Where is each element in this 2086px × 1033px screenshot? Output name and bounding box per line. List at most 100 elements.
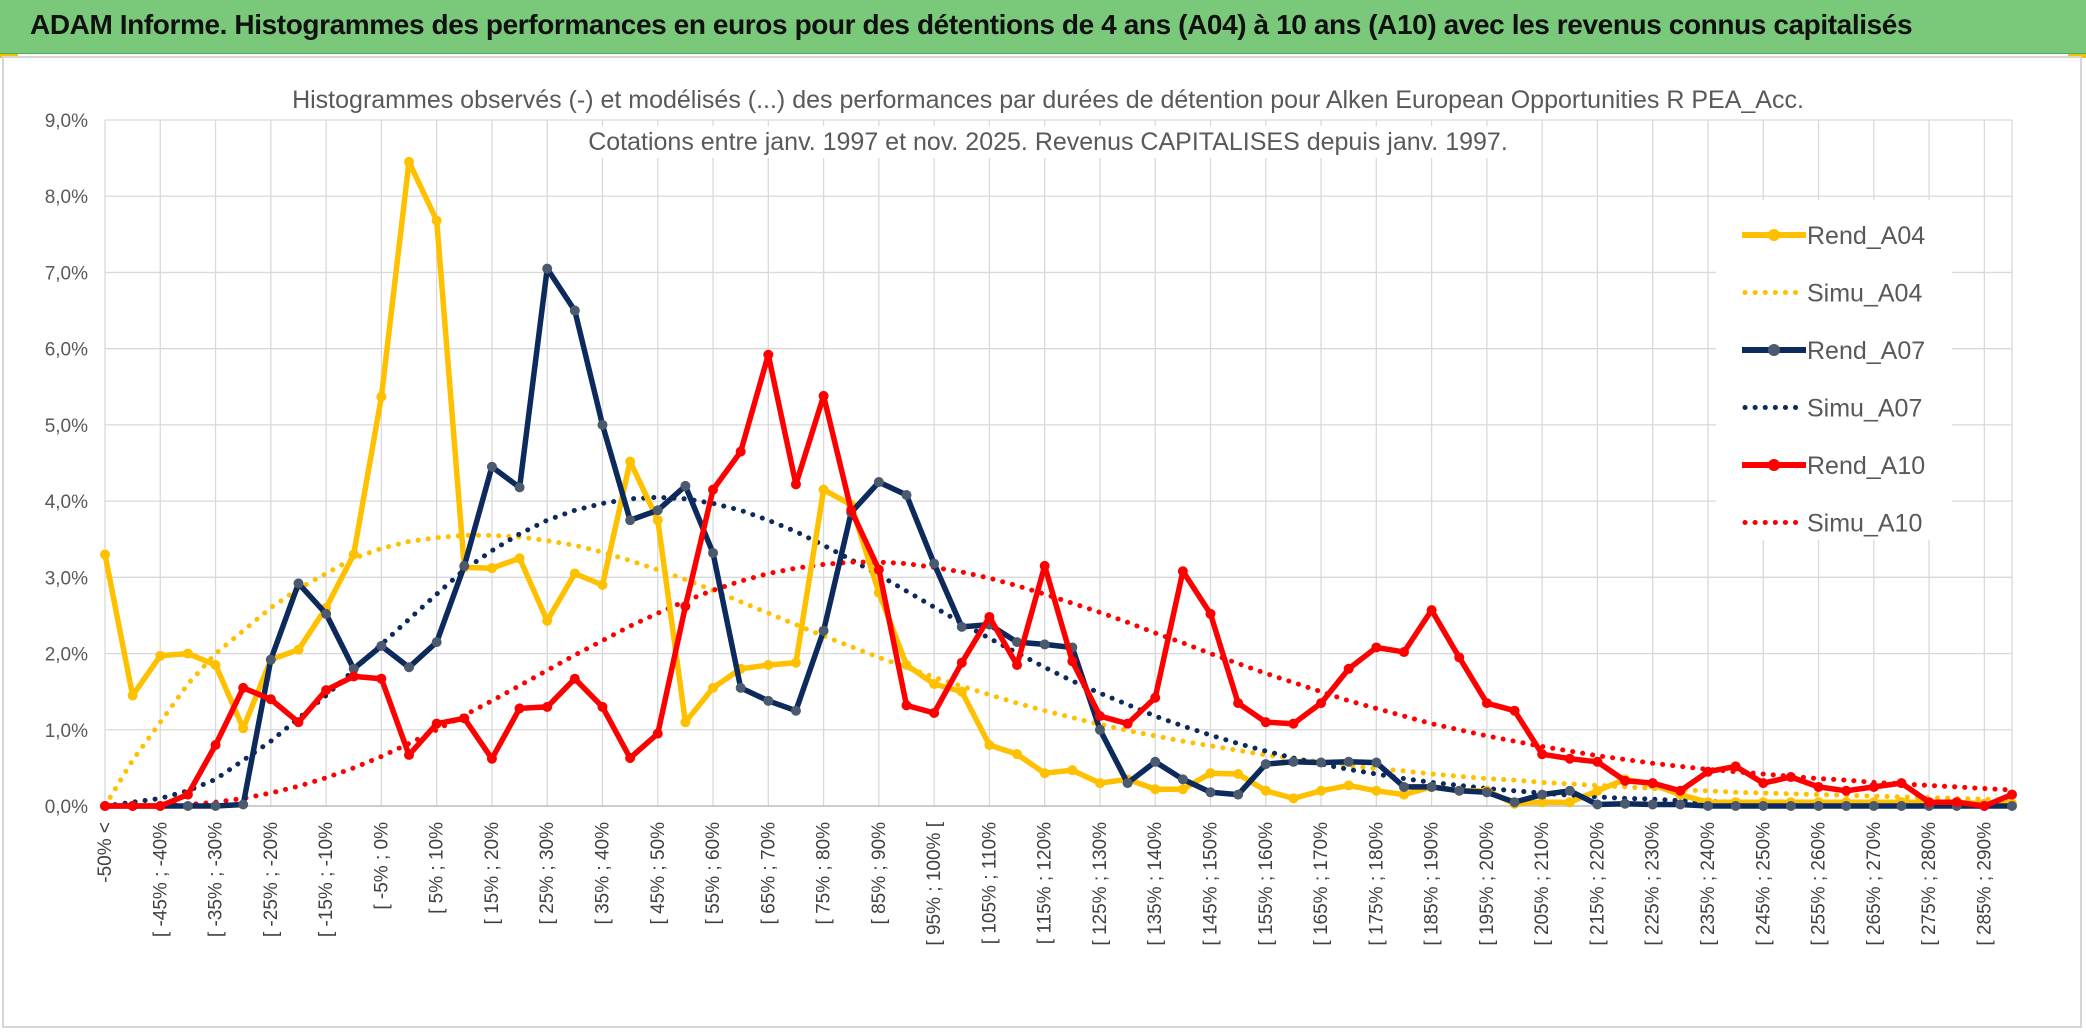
data-point (625, 515, 636, 526)
data-point (1620, 798, 1631, 809)
data-point (1260, 785, 1271, 796)
data-point (514, 482, 525, 493)
data-point (1177, 566, 1188, 577)
data-point (1398, 781, 1409, 792)
data-point (1094, 778, 1105, 789)
data-point (376, 673, 387, 684)
data-point (901, 490, 912, 501)
legend-item: Simu_A07 (1742, 395, 1922, 423)
data-point (1454, 785, 1465, 796)
legend-item: Simu_A04 (1742, 280, 1922, 308)
data-point (984, 740, 995, 751)
data-point (1426, 781, 1437, 792)
data-point (1647, 778, 1658, 789)
data-point (459, 560, 470, 571)
y-tick-label: 6,0% (45, 340, 88, 361)
data-point (1039, 560, 1050, 571)
data-point (818, 484, 829, 495)
data-point (1150, 756, 1161, 767)
data-point (790, 705, 801, 716)
legend-item: Rend_A04 (1742, 222, 1925, 250)
data-point (1675, 799, 1686, 810)
data-point (790, 479, 801, 490)
data-point (431, 718, 442, 729)
data-point (652, 505, 663, 516)
data-point (1537, 749, 1548, 760)
data-point (625, 456, 636, 467)
data-point (182, 801, 193, 811)
legend-label: Simu_A04 (1807, 280, 1922, 308)
data-point (127, 690, 138, 701)
y-tick-label: 5,0% (45, 416, 88, 437)
series-line (102, 559, 2015, 809)
data-point (514, 553, 525, 564)
data-point (1233, 698, 1244, 709)
x-tick-label: [ 55% ; 60% (703, 822, 724, 925)
data-point (1122, 778, 1133, 789)
data-point (1371, 642, 1382, 653)
data-point (1730, 801, 1741, 811)
data-point (708, 484, 719, 495)
data-point (1896, 778, 1907, 789)
data-point (542, 701, 553, 712)
data-point (929, 708, 940, 719)
data-point (1813, 801, 1824, 811)
data-point (652, 515, 663, 526)
data-point (1288, 756, 1299, 767)
data-point (929, 679, 940, 690)
series-line (105, 352, 2014, 809)
data-point (1233, 768, 1244, 779)
data-point (1564, 753, 1575, 764)
x-tick-label: [ 245% ; 250% (1753, 822, 1774, 946)
data-point (1868, 781, 1879, 792)
data-point (348, 663, 359, 674)
data-point (486, 753, 497, 764)
x-tick-label: [ -45% ; -40% (150, 822, 171, 937)
data-point (1094, 711, 1105, 722)
data-point (929, 558, 940, 569)
data-point (1785, 772, 1796, 783)
data-point (1841, 801, 1852, 811)
data-point (376, 640, 387, 651)
data-point (846, 505, 857, 516)
x-tick-label: -50% < (95, 822, 116, 883)
x-tick-label: [ 145% ; 150% (1201, 822, 1222, 946)
data-point (1316, 785, 1327, 796)
header-banner: ADAM Informe. Histogrammes des performan… (0, 0, 2086, 54)
data-point (1177, 784, 1188, 795)
data-point (1122, 718, 1133, 729)
data-point (293, 717, 304, 728)
data-point (1205, 787, 1216, 798)
data-point (238, 799, 249, 810)
data-point (265, 654, 276, 665)
x-tick-label: [ 15% ; 20% (482, 822, 503, 925)
page-title: ADAM Informe. Histogrammes des performan… (30, 9, 1913, 40)
data-point (1094, 724, 1105, 735)
data-point (1288, 718, 1299, 729)
data-point (348, 671, 359, 682)
data-point (1150, 692, 1161, 703)
x-tick-label: [ 95% ; 100% [ (924, 821, 945, 945)
x-tick-label: [ 65% ; 70% (758, 822, 779, 925)
data-point (404, 156, 415, 167)
x-tick-label: [ 5% ; 10% (427, 822, 448, 914)
data-point (1868, 801, 1879, 811)
data-point (1316, 698, 1327, 709)
x-tick-label: [ 265% ; 270% (1864, 822, 1885, 946)
data-point (1620, 775, 1631, 786)
x-tick-label: [ -35% ; -30% (206, 822, 227, 937)
data-point (1343, 756, 1354, 767)
data-point (1592, 785, 1603, 796)
data-point (376, 391, 387, 402)
x-tick-label: [ -15% ; -10% (316, 822, 337, 937)
data-point (597, 419, 608, 430)
data-point (763, 695, 774, 706)
legend-item: Rend_A10 (1742, 452, 1925, 480)
data-point (1012, 637, 1023, 648)
data-point (1592, 799, 1603, 810)
data-point (1951, 797, 1962, 808)
x-tick-label: [ 175% ; 180% (1366, 822, 1387, 946)
data-point (1702, 766, 1713, 777)
data-point (1012, 749, 1023, 760)
